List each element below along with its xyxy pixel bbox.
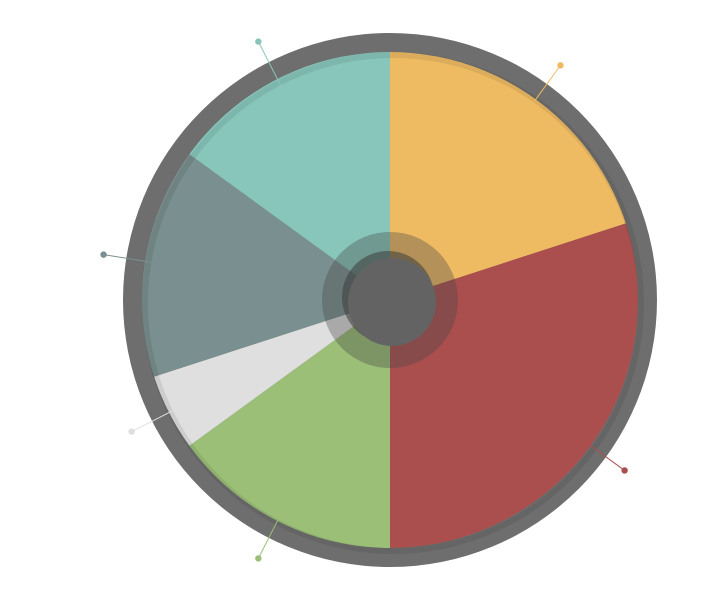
pie-leader-line-2 <box>577 435 625 471</box>
pie-slice-2[interactable] <box>390 220 648 558</box>
pie-leader-dot-6 <box>255 38 262 45</box>
pie-leader-dot-5 <box>100 251 107 258</box>
pie-leader-dot-4 <box>128 428 135 435</box>
pie-leader-dot-3 <box>255 555 262 562</box>
pie-inner-shadow <box>142 52 644 554</box>
pie-leader-lines <box>100 38 628 562</box>
pie-leader-line-5 <box>103 254 161 265</box>
pie-leader-line-3 <box>257 506 286 559</box>
pie-leader-dot-1 <box>557 62 564 69</box>
pie-slice-5[interactable] <box>132 148 390 380</box>
pie-hub-center <box>348 258 436 346</box>
pie-leader-dot-2 <box>621 467 628 474</box>
pie-leader-line-4 <box>131 404 184 433</box>
pie-slice-1[interactable] <box>390 42 636 300</box>
pie-leader-line-6 <box>257 41 286 94</box>
pie-edge-shadow <box>142 52 644 554</box>
pie-leader-line-1 <box>525 65 561 113</box>
pie-slice-4[interactable] <box>144 300 390 452</box>
